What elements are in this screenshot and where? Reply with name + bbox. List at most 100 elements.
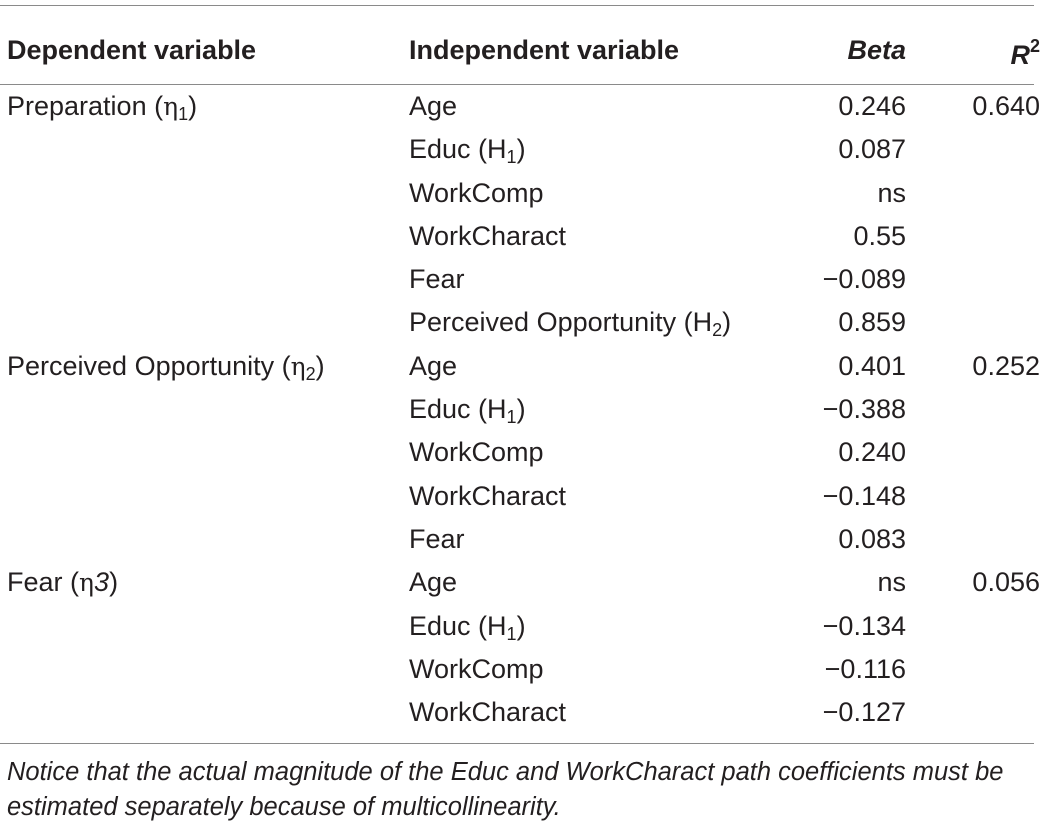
eta-open: ( [281, 350, 291, 381]
table-row: Educ (H1) −0.388 [0, 388, 1040, 431]
table-row: WorkComp 0.240 [0, 431, 1040, 474]
table-row: WorkCharact −0.148 [0, 475, 1040, 518]
eta-subscript: 1 [178, 104, 189, 124]
r-squared-cell: 0.056 [972, 567, 1040, 598]
beta-cell: −0.134 [822, 610, 906, 641]
table-row: WorkCharact 0.55 [0, 215, 1040, 258]
independent-variable-tail: ) [516, 134, 526, 165]
table-header: Dependent variable Independent variable … [0, 15, 1040, 85]
eta-open: ( [154, 91, 164, 121]
table-row: Fear −0.089 [0, 258, 1040, 301]
independent-variable-name: Fear [409, 523, 465, 554]
table-bottom-rule [0, 743, 1034, 744]
independent-variable-name: WorkComp [409, 177, 544, 208]
independent-variable-name: Fear [409, 264, 465, 295]
table-row: WorkComp −0.116 [0, 648, 1040, 691]
independent-variable-tail: ) [516, 610, 526, 641]
table-row: Fear (η3) Age ns 0.056 [0, 561, 1040, 604]
independent-variable-tail: ) [722, 307, 732, 338]
dependent-variable-cell [0, 215, 407, 258]
independent-variable-cell: WorkComp [407, 431, 784, 474]
table-row: Perceived Opportunity (H2) 0.859 [0, 301, 1040, 344]
beta-cell: 0.246 [838, 91, 906, 121]
table-header-rule [0, 84, 1034, 85]
dependent-variable-cell [0, 431, 407, 474]
r-squared-cell [906, 172, 1040, 215]
eta-close: ) [109, 567, 119, 598]
hypothesis-subscript: 1 [506, 147, 517, 168]
beta-cell: 0.55 [853, 220, 906, 251]
dependent-variable-cell [0, 648, 407, 691]
beta-cell: −0.089 [822, 264, 906, 295]
r-squared-cell: 0.640 [972, 91, 1040, 121]
independent-variable-cell: WorkComp [407, 648, 784, 691]
table-row: WorkComp ns [0, 172, 1040, 215]
beta-cell: −0.127 [822, 697, 906, 728]
eta-symbol: η [290, 351, 306, 381]
dependent-variable-label: Perceived Opportunity [7, 350, 275, 381]
independent-variable-cell: WorkCharact [407, 475, 784, 518]
independent-variable-cell: Age [407, 561, 784, 604]
table-top-rule [0, 5, 1034, 6]
dependent-variable-cell [0, 301, 407, 344]
dependent-variable-cell: Perceived Opportunity (η2) [0, 345, 407, 388]
table-row: WorkCharact −0.127 [0, 691, 1040, 734]
hypothesis-subscript: 2 [712, 320, 723, 341]
dependent-variable-cell: Fear (η3) [0, 561, 407, 604]
dependent-variable-label: Preparation [7, 91, 147, 121]
dependent-variable-cell [0, 388, 407, 431]
independent-variable-cell: Fear [407, 518, 784, 561]
eta-close: ) [188, 91, 198, 121]
dependent-variable-cell [0, 258, 407, 301]
independent-variable-name: Educ (H [409, 394, 507, 425]
independent-variable-cell: Perceived Opportunity (H2) [407, 301, 784, 344]
header-row: Dependent variable Independent variable … [0, 15, 1040, 85]
independent-variable-cell: Educ (H1) [407, 388, 784, 431]
eta-symbol: η [163, 92, 179, 121]
table-body: Preparation (η1) Age 0.246 0.640 Educ (H1) 0.… [0, 85, 1040, 734]
beta-cell: 0.240 [838, 437, 906, 468]
independent-variable-name: WorkCharact [409, 480, 567, 511]
header-r-squared: R2 [906, 15, 1040, 85]
independent-variable-name: WorkComp [409, 437, 544, 468]
eta-symbol: η [79, 568, 95, 598]
hypothesis-subscript: 1 [506, 407, 517, 428]
independent-variable-name: Perceived Opportunity (H [409, 307, 713, 338]
independent-variable-name: Age [409, 350, 458, 381]
dependent-variable-cell: Preparation (η1) [0, 85, 407, 128]
independent-variable-name: WorkCharact [409, 220, 567, 251]
beta-cell: ns [877, 177, 906, 208]
table-row: Preparation (η1) Age 0.246 0.640 [0, 85, 1040, 128]
r-squared-cell [906, 605, 1040, 648]
independent-variable-cell: Educ (H1) [407, 605, 784, 648]
r-squared-cell [906, 475, 1040, 518]
r-squared-cell [906, 128, 1040, 171]
independent-variable-cell: Age [407, 85, 784, 128]
eta-open: ( [70, 567, 80, 598]
independent-variable-cell: WorkComp [407, 172, 784, 215]
hypothesis-subscript: 1 [506, 623, 517, 644]
r-squared-cell [906, 258, 1040, 301]
header-independent-variable: Independent variable [409, 35, 680, 65]
independent-variable-name: WorkComp [409, 653, 544, 684]
independent-variable-cell: Educ (H1) [407, 128, 784, 171]
independent-variable-cell: WorkCharact [407, 215, 784, 258]
dependent-variable-cell [0, 172, 407, 215]
independent-variable-cell: Fear [407, 258, 784, 301]
independent-variable-name: Educ (H [409, 610, 507, 641]
eta-close: ) [315, 350, 325, 381]
dependent-variable-label: Fear [7, 567, 63, 598]
beta-cell: 0.087 [838, 134, 906, 165]
header-r-squared-base: R [1010, 39, 1030, 70]
beta-cell: −0.388 [822, 394, 906, 425]
independent-variable-cell: WorkCharact [407, 691, 784, 734]
independent-variable-tail: ) [516, 394, 526, 425]
r-squared-cell [906, 648, 1040, 691]
r-squared-cell [906, 388, 1040, 431]
independent-variable-name: WorkCharact [409, 697, 567, 728]
beta-cell: 0.401 [838, 350, 906, 381]
beta-cell: ns [877, 567, 906, 598]
table-row: Educ (H1) 0.087 [0, 128, 1040, 171]
table-footnote: Notice that the actual magnitude of the … [7, 758, 1004, 821]
